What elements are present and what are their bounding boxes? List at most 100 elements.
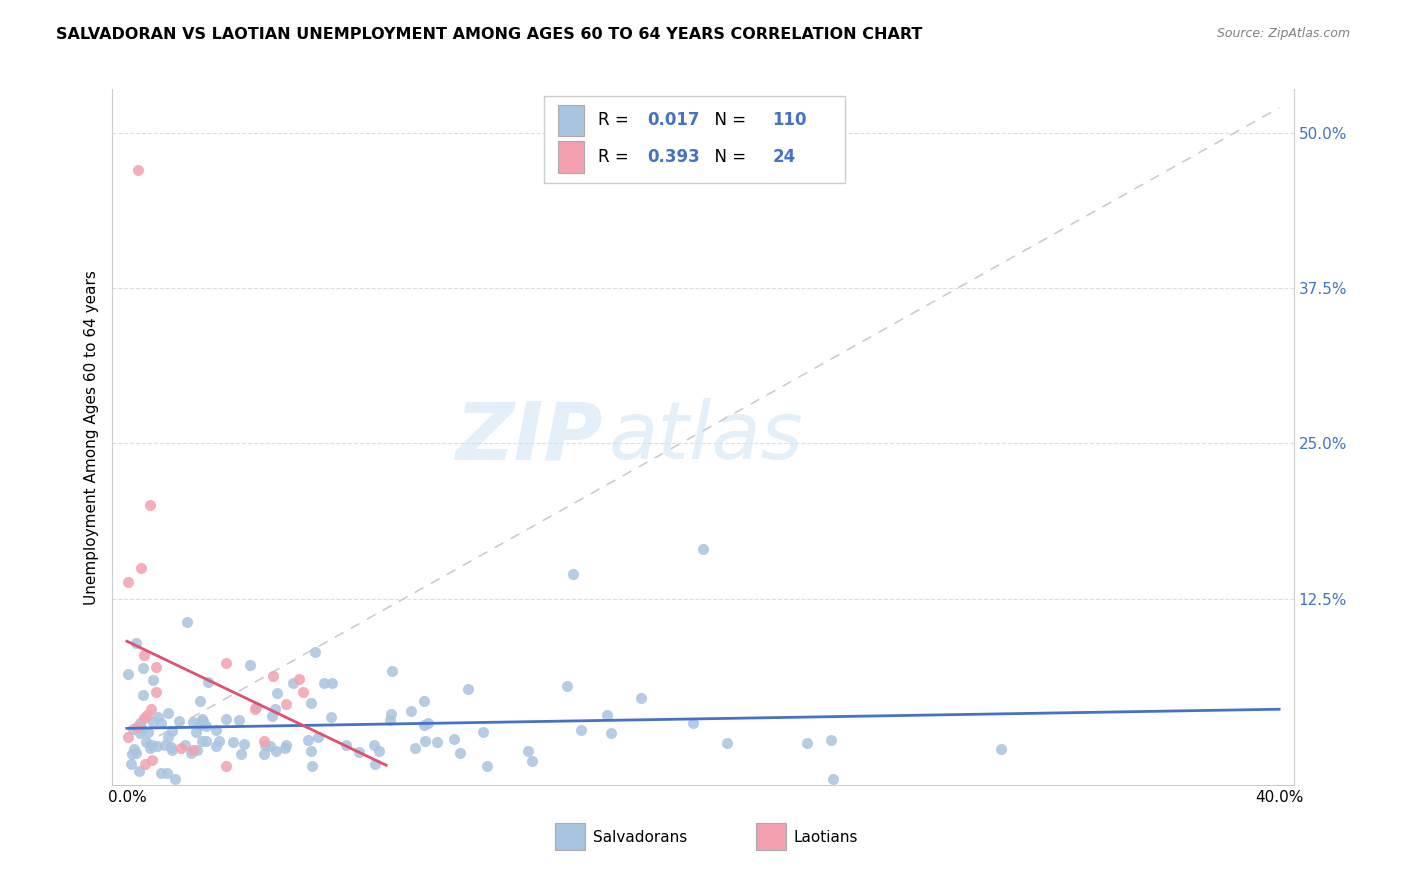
Point bbox=[122, 722, 145, 736]
Point bbox=[214, 759, 236, 773]
Point bbox=[195, 719, 218, 733]
Point bbox=[134, 648, 156, 662]
Point bbox=[457, 681, 479, 696]
Point bbox=[169, 741, 191, 756]
Point bbox=[125, 720, 148, 734]
Point bbox=[188, 694, 211, 708]
Point bbox=[150, 766, 173, 780]
Point bbox=[160, 724, 183, 739]
Point bbox=[131, 722, 153, 736]
Point bbox=[239, 657, 262, 672]
Point bbox=[125, 636, 148, 650]
Text: Salvadorans: Salvadorans bbox=[593, 830, 688, 845]
Point bbox=[142, 714, 165, 729]
Point bbox=[131, 661, 153, 675]
Text: R =: R = bbox=[598, 111, 634, 128]
Point bbox=[990, 742, 1012, 756]
Point bbox=[125, 746, 148, 760]
Bar bbox=[756, 823, 786, 850]
Point bbox=[299, 696, 322, 710]
Point bbox=[378, 714, 401, 728]
Point bbox=[449, 746, 471, 760]
Point bbox=[132, 688, 155, 702]
Point bbox=[183, 743, 205, 757]
Point bbox=[796, 737, 818, 751]
Point bbox=[141, 739, 163, 753]
Point bbox=[335, 739, 357, 753]
Point bbox=[823, 772, 845, 786]
Point bbox=[264, 743, 287, 757]
Point bbox=[380, 706, 402, 721]
Point bbox=[132, 711, 155, 725]
Text: N =: N = bbox=[704, 148, 752, 166]
Point bbox=[692, 541, 714, 556]
Text: R =: R = bbox=[598, 148, 634, 166]
Point bbox=[134, 756, 156, 771]
Point bbox=[205, 723, 228, 738]
Point bbox=[399, 704, 422, 718]
Point bbox=[127, 163, 149, 178]
Point bbox=[299, 744, 322, 758]
Point bbox=[596, 708, 619, 723]
Point bbox=[367, 744, 389, 758]
Point bbox=[163, 772, 186, 786]
Point bbox=[156, 730, 179, 744]
Point bbox=[128, 764, 150, 778]
Point bbox=[169, 714, 191, 729]
Point bbox=[139, 499, 162, 513]
Text: 24: 24 bbox=[773, 148, 796, 166]
Point bbox=[146, 739, 169, 753]
Point bbox=[630, 690, 652, 705]
Point bbox=[195, 733, 218, 747]
Point bbox=[413, 734, 436, 748]
Point bbox=[157, 706, 180, 721]
Point bbox=[555, 679, 578, 693]
Point bbox=[232, 737, 254, 751]
Point bbox=[562, 566, 585, 581]
Point bbox=[716, 736, 738, 750]
Point bbox=[301, 759, 323, 773]
Point bbox=[243, 702, 266, 716]
Point bbox=[205, 739, 228, 753]
Text: 0.393: 0.393 bbox=[648, 148, 700, 166]
Point bbox=[129, 560, 152, 574]
Point bbox=[173, 739, 195, 753]
Point bbox=[120, 756, 142, 771]
Point bbox=[381, 665, 404, 679]
Point bbox=[145, 685, 167, 699]
Point bbox=[186, 743, 208, 757]
Bar bbox=[558, 104, 583, 136]
Point bbox=[259, 739, 281, 753]
Bar bbox=[555, 823, 585, 850]
Point bbox=[364, 756, 387, 771]
Point bbox=[191, 712, 214, 726]
Point bbox=[129, 715, 152, 730]
Point bbox=[321, 676, 343, 690]
Point bbox=[307, 730, 329, 744]
Point bbox=[145, 660, 167, 674]
Point bbox=[160, 743, 183, 757]
Point bbox=[443, 731, 465, 746]
Text: Source: ZipAtlas.com: Source: ZipAtlas.com bbox=[1216, 27, 1350, 40]
Point bbox=[252, 734, 274, 748]
Point bbox=[183, 714, 205, 729]
Point bbox=[287, 672, 309, 686]
Point bbox=[191, 714, 214, 728]
Point bbox=[475, 759, 498, 773]
Point bbox=[319, 710, 342, 724]
Point bbox=[150, 715, 173, 730]
Point bbox=[139, 741, 162, 756]
Point bbox=[413, 694, 436, 708]
Point bbox=[146, 710, 169, 724]
Y-axis label: Unemployment Among Ages 60 to 64 years: Unemployment Among Ages 60 to 64 years bbox=[83, 269, 98, 605]
Point bbox=[516, 744, 538, 758]
Point bbox=[264, 702, 287, 716]
Point bbox=[191, 734, 214, 748]
Point bbox=[215, 656, 238, 670]
Point bbox=[117, 666, 139, 681]
Point bbox=[276, 697, 298, 711]
Text: Laotians: Laotians bbox=[794, 830, 859, 845]
Text: 0.017: 0.017 bbox=[648, 111, 700, 128]
Point bbox=[153, 738, 176, 752]
Point bbox=[117, 731, 139, 745]
